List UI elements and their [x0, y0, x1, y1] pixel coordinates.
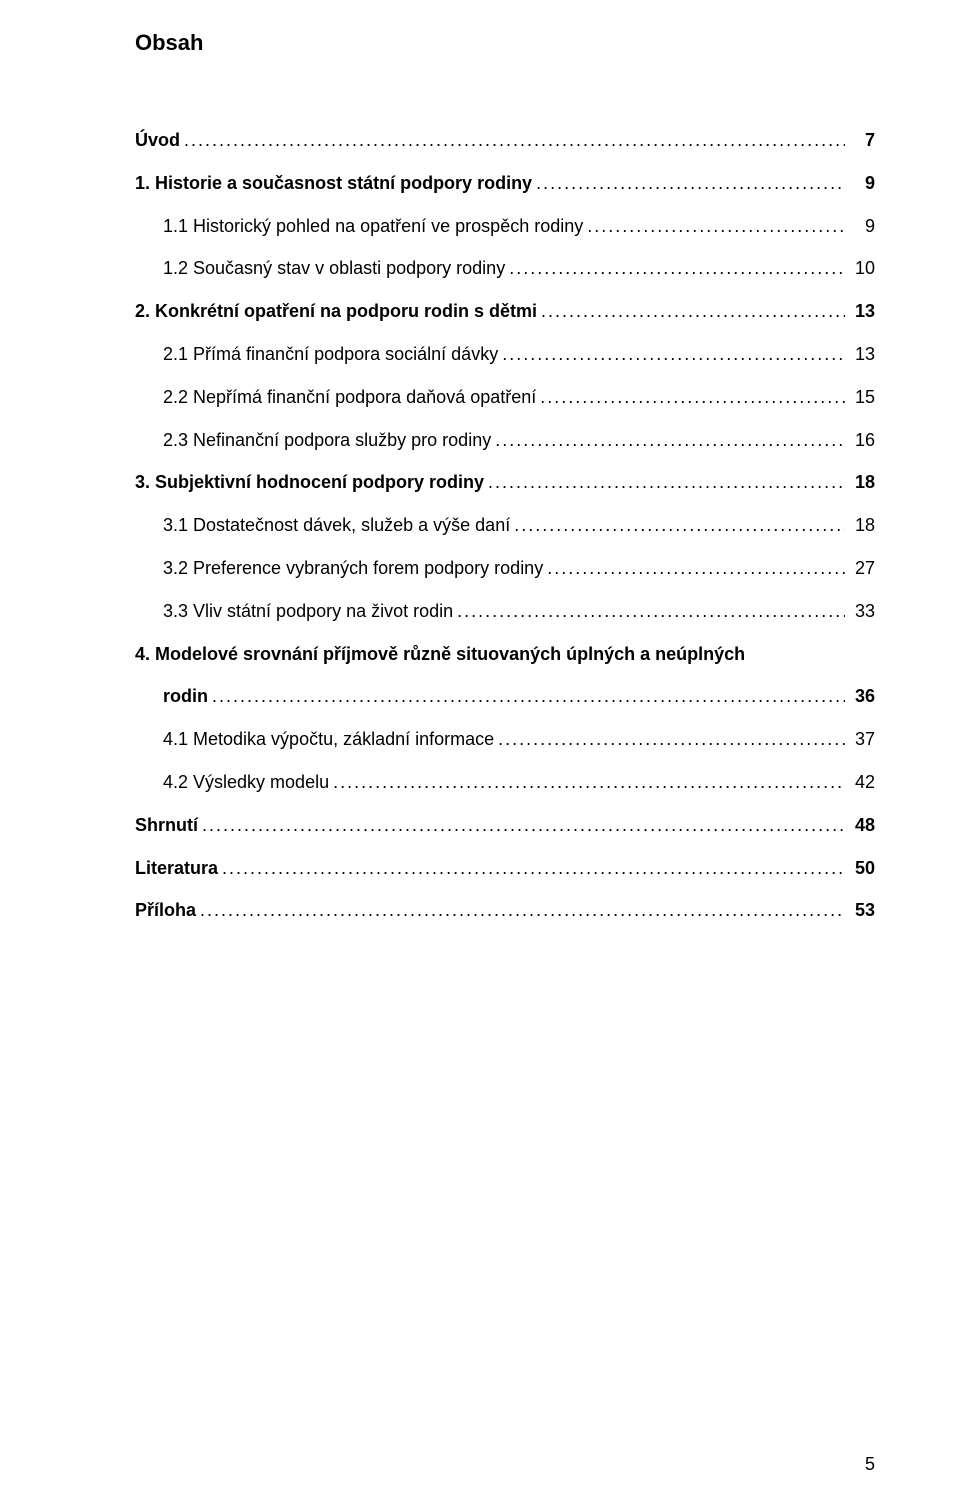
toc-entry-page: 7 [845, 126, 875, 155]
toc-entry-label: 2.2 Nepřímá finanční podpora daňová opat… [135, 383, 536, 412]
toc-entry-label: 3.3 Vliv státní podpory na život rodin [135, 597, 453, 626]
toc-entry: 1.2 Současný stav v oblasti podpory rodi… [135, 254, 875, 283]
toc-entry-page: 37 [845, 725, 875, 754]
toc-leader [329, 768, 845, 797]
toc-entry-label: 3.1 Dostatečnost dávek, služeb a výše da… [135, 511, 510, 540]
toc-entry-label: Příloha [135, 896, 196, 925]
toc-leader [583, 212, 845, 241]
toc-entry: Úvod 7 [135, 126, 875, 155]
toc-entry-label: 2.1 Přímá finanční podpora sociální dávk… [135, 340, 498, 369]
toc-leader [491, 426, 845, 455]
toc-entry: 3.1 Dostatečnost dávek, služeb a výše da… [135, 511, 875, 540]
toc-leader [543, 554, 845, 583]
toc-entry: rodin 36 [135, 682, 875, 711]
toc-container: Úvod 7 1. Historie a současnost státní pod… [135, 126, 875, 925]
toc-entry-label: 4.2 Výsledky modelu [135, 768, 329, 797]
document-page: Obsah Úvod 7 1. Historie a současnost stát… [0, 0, 960, 1501]
toc-entry-page: 9 [845, 169, 875, 198]
toc-entry-page: 18 [845, 511, 875, 540]
toc-entry: Literatura 50 [135, 854, 875, 883]
toc-entry-label: 3.2 Preference vybraných forem podpory r… [135, 554, 543, 583]
toc-entry: Shrnutí 48 [135, 811, 875, 840]
toc-entry-page: 53 [845, 896, 875, 925]
toc-entry-label: 1.1 Historický pohled na opatření ve pro… [135, 212, 583, 241]
toc-entry: 3.3 Vliv státní podpory na život rodin 33 [135, 597, 875, 626]
toc-entry-label: 4. Modelové srovnání příjmově různě situ… [135, 640, 745, 669]
toc-leader [505, 254, 845, 283]
toc-entry-page: 27 [845, 554, 875, 583]
footer-page-number: 5 [865, 1454, 875, 1475]
toc-leader [510, 511, 845, 540]
toc-entry-label: 1. Historie a současnost státní podpory … [135, 169, 532, 198]
toc-leader [453, 597, 845, 626]
toc-entry-page: 18 [845, 468, 875, 497]
toc-entry-label: 3. Subjektivní hodnocení podpory rodiny [135, 468, 484, 497]
toc-entry-label: 1.2 Současný stav v oblasti podpory rodi… [135, 254, 505, 283]
toc-entry-label-cont: rodin [135, 682, 208, 711]
toc-entry-page: 48 [845, 811, 875, 840]
toc-entry-page: 50 [845, 854, 875, 883]
toc-entry-page: 13 [845, 297, 875, 326]
toc-leader [494, 725, 845, 754]
toc-leader [180, 126, 845, 155]
toc-entry: 4.2 Výsledky modelu 42 [135, 768, 875, 797]
toc-leader [218, 854, 845, 883]
toc-leader [484, 468, 845, 497]
toc-entry: 4. Modelové srovnání příjmově různě situ… [135, 640, 875, 669]
toc-leader [196, 896, 845, 925]
toc-entry-label: 2. Konkrétní opatření na podporu rodin s… [135, 297, 537, 326]
toc-entry-label: Shrnutí [135, 811, 198, 840]
toc-title: Obsah [135, 30, 875, 56]
toc-entry-page: 16 [845, 426, 875, 455]
toc-leader [198, 811, 845, 840]
toc-entry: 1. Historie a současnost státní podpory … [135, 169, 875, 198]
toc-entry: 3.2 Preference vybraných forem podpory r… [135, 554, 875, 583]
toc-leader [498, 340, 845, 369]
toc-entry-label: Literatura [135, 854, 218, 883]
toc-entry-page: 13 [845, 340, 875, 369]
toc-entry-label: 2.3 Nefinanční podpora služby pro rodiny [135, 426, 491, 455]
toc-entry: 2.2 Nepřímá finanční podpora daňová opat… [135, 383, 875, 412]
toc-entry-page: 9 [845, 212, 875, 241]
toc-leader [532, 169, 845, 198]
toc-entry-page: 33 [845, 597, 875, 626]
toc-entry: Příloha 53 [135, 896, 875, 925]
toc-entry-page: 36 [845, 682, 875, 711]
toc-entry: 2. Konkrétní opatření na podporu rodin s… [135, 297, 875, 326]
toc-leader [208, 682, 845, 711]
toc-leader [536, 383, 845, 412]
toc-entry: 4.1 Metodika výpočtu, základní informace… [135, 725, 875, 754]
toc-entry: 2.3 Nefinanční podpora služby pro rodiny… [135, 426, 875, 455]
toc-entry-page: 42 [845, 768, 875, 797]
toc-entry-label: Úvod [135, 126, 180, 155]
toc-entry: 2.1 Přímá finanční podpora sociální dávk… [135, 340, 875, 369]
toc-leader [537, 297, 845, 326]
toc-entry-label: 4.1 Metodika výpočtu, základní informace [135, 725, 494, 754]
toc-entry-page: 15 [845, 383, 875, 412]
toc-entry: 3. Subjektivní hodnocení podpory rodiny 1… [135, 468, 875, 497]
toc-entry-page: 10 [845, 254, 875, 283]
toc-entry: 1.1 Historický pohled na opatření ve pro… [135, 212, 875, 241]
